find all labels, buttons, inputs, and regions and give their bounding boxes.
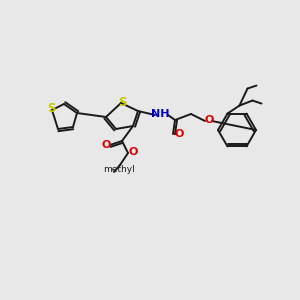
Text: S: S xyxy=(118,95,126,109)
Text: O: O xyxy=(128,147,138,157)
Text: O: O xyxy=(101,140,111,150)
Text: NH: NH xyxy=(151,109,169,119)
Text: O: O xyxy=(204,115,214,125)
Text: methyl: methyl xyxy=(103,166,135,175)
Text: O: O xyxy=(174,129,184,139)
Text: S: S xyxy=(47,103,55,116)
